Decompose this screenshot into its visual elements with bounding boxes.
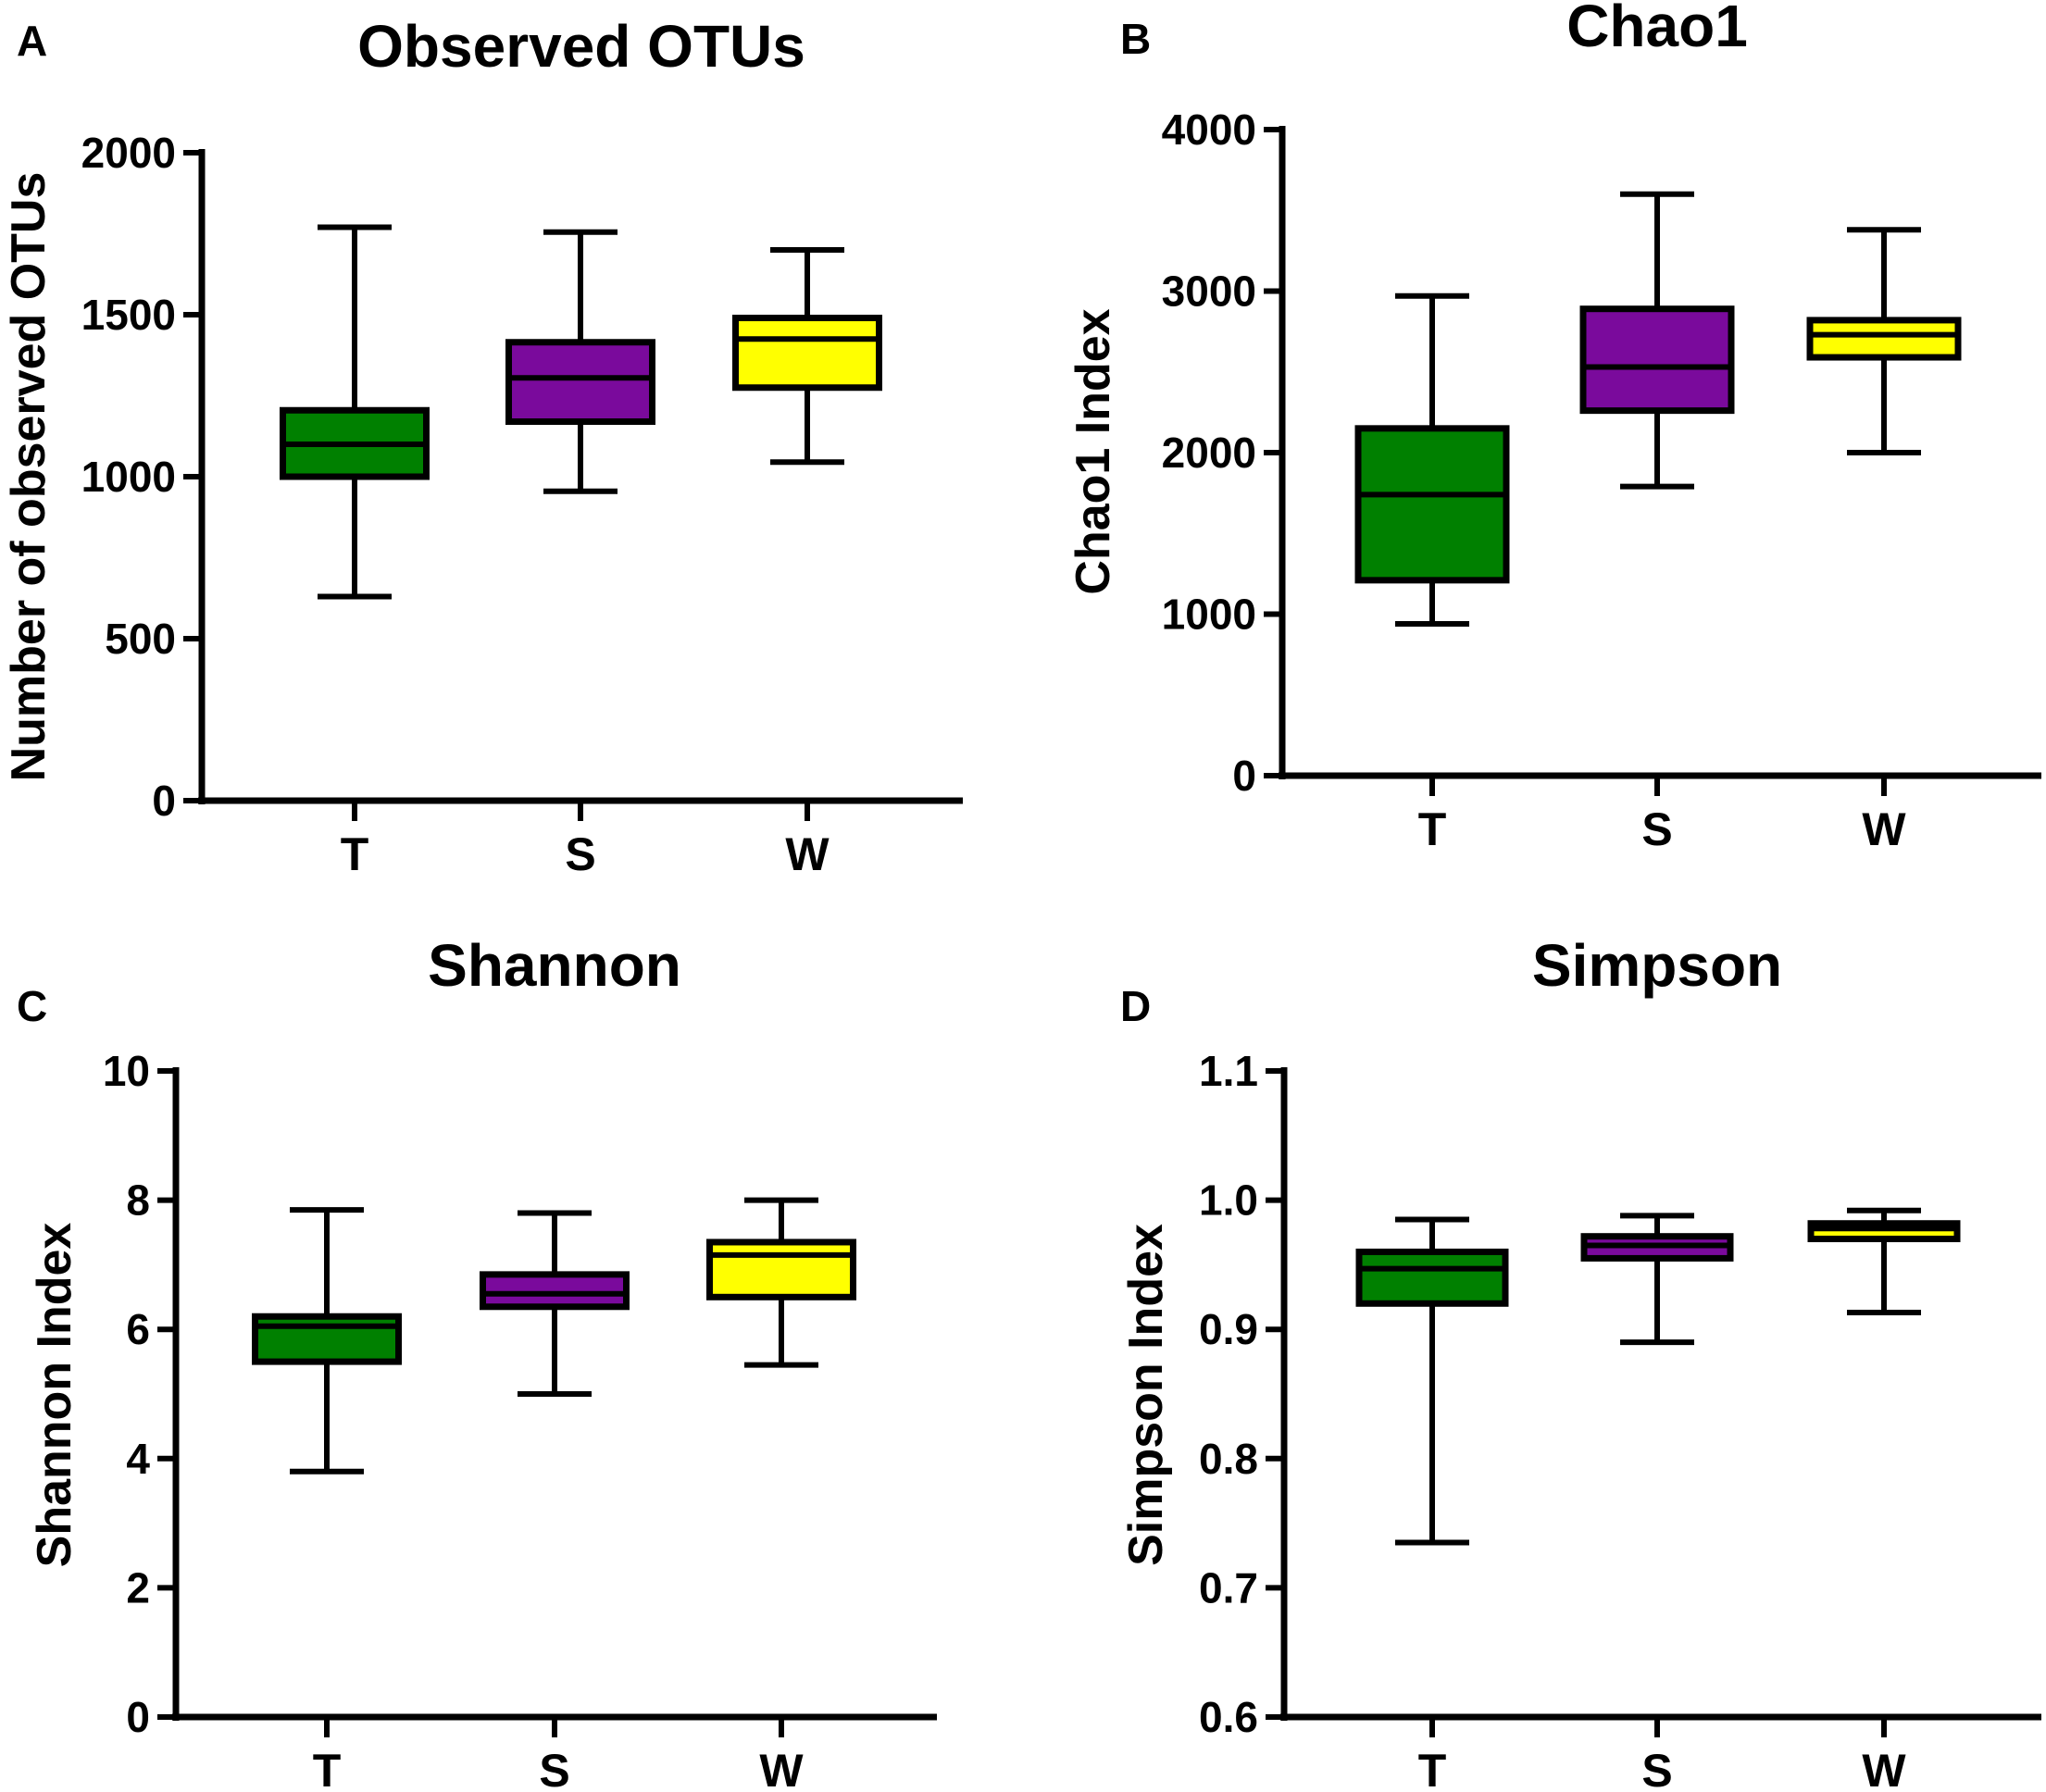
x-tick-label-t: T — [1418, 1745, 1447, 1792]
y-tick-label: 0.6 — [1199, 1693, 1258, 1741]
x-tick-label-w: W — [1862, 803, 1906, 855]
box-b-t — [1354, 292, 1510, 627]
y-tick-label: 1500 — [81, 291, 176, 339]
y-tick-label: 1.0 — [1199, 1176, 1258, 1225]
panel-b: B Chao1 Chao1 Index 0 1000 2000 3000 4000 T S W — [1067, 0, 2041, 855]
box-d-t — [1355, 1216, 1509, 1546]
iqr-box — [1354, 425, 1510, 584]
iqr-box — [706, 1238, 856, 1300]
x-tick-label-t: T — [1418, 803, 1447, 855]
iqr-box — [1355, 1248, 1509, 1307]
y-tick-label: 1000 — [81, 453, 176, 501]
box-c-s — [480, 1210, 630, 1397]
iqr-box — [252, 1313, 402, 1365]
x-tick-label-t: T — [341, 828, 369, 880]
panel-label-c: C — [17, 982, 47, 1030]
y-tick-label: 4 — [126, 1435, 150, 1483]
chart-title-d: Simpson — [1532, 932, 1782, 999]
box-d-w — [1807, 1207, 1961, 1316]
box-a-s — [505, 229, 655, 494]
iqr-box — [1806, 317, 1962, 361]
y-tick-label: 2000 — [81, 129, 176, 177]
iqr-box — [1579, 305, 1735, 415]
box-a-t — [280, 224, 430, 600]
chart-title-a: Observed OTUs — [357, 13, 805, 80]
x-tick-label-w: W — [1862, 1745, 1906, 1792]
y-tick-label: 2 — [126, 1563, 150, 1612]
panel-label-b: B — [1120, 15, 1151, 63]
x-tick-label-s: S — [539, 1745, 569, 1792]
y-tick-label: 8 — [126, 1176, 150, 1225]
y-tick-label: 0 — [1232, 752, 1256, 800]
panel-label-d: D — [1120, 982, 1151, 1030]
x-tick-label-s: S — [565, 828, 595, 880]
y-tick-label: 6 — [126, 1305, 150, 1353]
x-tick-label-s: S — [1641, 803, 1672, 855]
panel-c: C Shannon Shannon Index 0 2 4 6 8 10 T S W — [17, 932, 937, 1792]
y-axis-title-a: Number of observed OTUs — [2, 172, 56, 782]
box-c-w — [706, 1197, 856, 1368]
y-tick-label: 4000 — [1162, 106, 1256, 154]
y-axis-title-c: Shannon Index — [28, 1223, 81, 1568]
y-tick-label: 2000 — [1162, 429, 1256, 477]
y-tick-label: 1000 — [1162, 591, 1256, 639]
panel-d: D Simpson Simpson Index 0.6 0.7 0.8 0.9 1.0 1.1 T… — [1119, 932, 2041, 1792]
box-a-w — [732, 247, 882, 466]
box-d-s — [1580, 1213, 1734, 1346]
y-tick-label: 500 — [105, 615, 176, 663]
x-tick-label-w: W — [759, 1745, 804, 1792]
box-b-w — [1806, 227, 1962, 455]
x-tick-label-s: S — [1641, 1745, 1672, 1792]
iqr-box — [505, 339, 655, 425]
y-axis-title-d: Simpson Index — [1119, 1224, 1173, 1566]
box-b-s — [1579, 191, 1735, 490]
y-tick-label: 1.1 — [1199, 1047, 1258, 1095]
y-tick-label: 0.7 — [1199, 1563, 1258, 1612]
box-c-t — [252, 1207, 402, 1475]
iqr-box — [480, 1271, 630, 1311]
x-tick-label-w: W — [785, 828, 830, 880]
y-tick-label: 0.9 — [1199, 1305, 1258, 1353]
chart-title-b: Chao1 — [1566, 0, 1748, 59]
panel-label-a: A — [17, 17, 47, 65]
y-tick-label: 0 — [126, 1693, 150, 1741]
y-tick-label: 3000 — [1162, 268, 1256, 316]
y-tick-label: 10 — [103, 1047, 150, 1095]
y-tick-label: 0 — [152, 777, 176, 825]
panel-a: A Observed OTUs Number of observed OTUs 0 50… — [2, 13, 963, 880]
iqr-box — [732, 315, 882, 392]
y-axis-title-b: Chao1 Index — [1067, 308, 1120, 594]
x-tick-label-t: T — [313, 1745, 342, 1792]
chart-title-c: Shannon — [428, 932, 681, 999]
y-tick-label: 0.8 — [1199, 1435, 1258, 1483]
